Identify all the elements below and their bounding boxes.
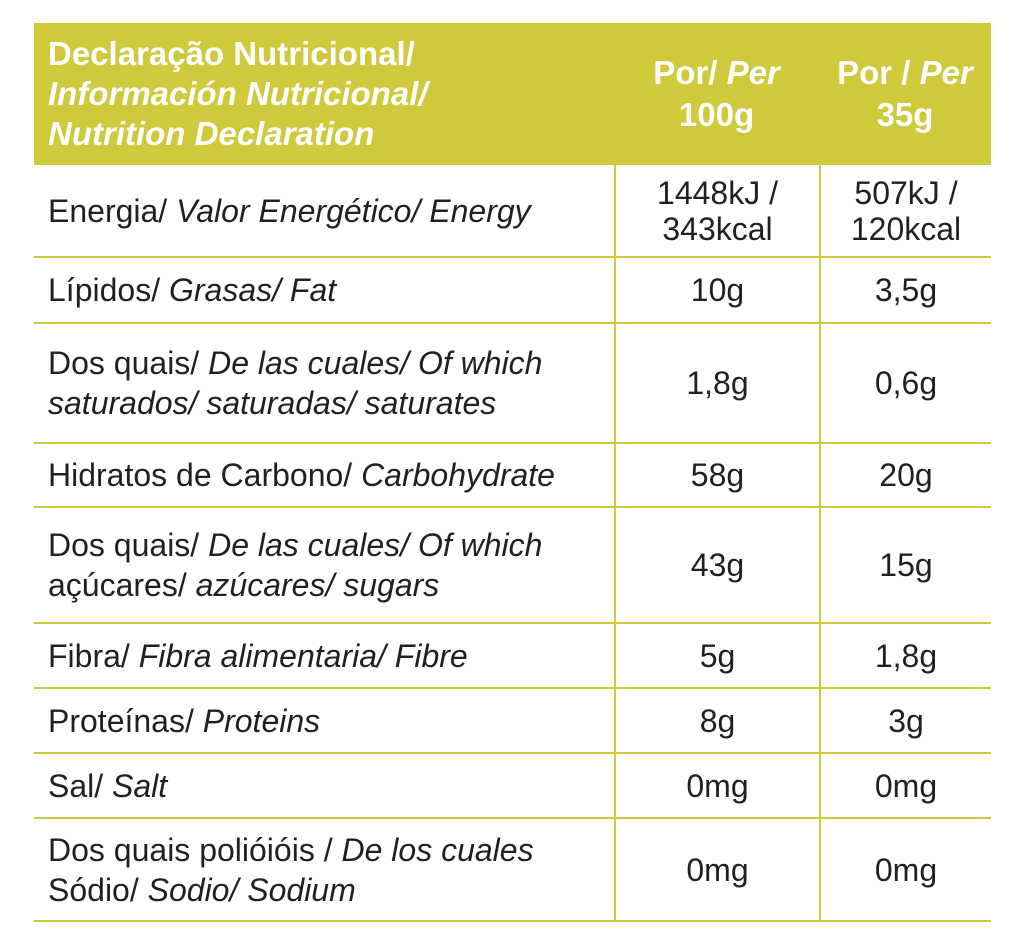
table-row-sugars: Dos quais/ De las cuales/ Of which açúca… xyxy=(34,508,991,624)
header-per-35g-label: Por / Per xyxy=(837,54,973,91)
table-row-carbohydrate: Hidratos de Carbono/ Carbohydrate 58g 20… xyxy=(34,444,991,508)
value-per-100g: 0mg xyxy=(614,754,819,817)
value-per-100g: 10g xyxy=(614,258,819,322)
row-label: Dos quais/ De las cuales/ Of which satur… xyxy=(48,345,543,421)
table-row-energy: Energia/ Valor Energético/ Energy 1448kJ… xyxy=(34,165,991,258)
row-label: Dos quais/ De las cuales/ Of which açúca… xyxy=(48,527,543,603)
row-label: Fibra/ Fibra alimentaria/ Fibre xyxy=(48,637,468,674)
header-per-100g-amount: 100g xyxy=(678,96,755,133)
header-per-100g: Por/ Per 100g xyxy=(614,23,819,165)
row-label: Proteínas/ Proteins xyxy=(48,702,321,739)
row-label: Lípidos/ Grasas/ Fat xyxy=(48,272,337,308)
value-per-35g: 0mg xyxy=(819,754,991,817)
value-per-35g: 1,8g xyxy=(819,624,991,687)
header-title-en: Nutrition Declaration xyxy=(48,115,375,152)
header-title-pt: Declaração Nutricional/ xyxy=(48,35,415,72)
value-per-100g: 58g xyxy=(614,444,819,506)
nutrition-table: Declaração Nutricional/ Información Nutr… xyxy=(34,23,991,922)
table-row-sodium: Dos quais polióióis / De los cuales Sódi… xyxy=(34,819,991,922)
header-title: Declaração Nutricional/ Información Nutr… xyxy=(34,23,614,165)
value-per-35g: 15g xyxy=(819,508,991,622)
table-row-saturates: Dos quais/ De las cuales/ Of which satur… xyxy=(34,324,991,444)
value-per-35g: 3,5g xyxy=(819,258,991,322)
value-per-100g: 8g xyxy=(614,689,819,752)
value-per-100g: 43g xyxy=(614,508,819,622)
value-per-35g: 507kJ / 120kcal xyxy=(819,165,991,256)
table-row-fibre: Fibra/ Fibra alimentaria/ Fibre 5g 1,8g xyxy=(34,624,991,689)
value-per-100g: 1448kJ / 343kcal xyxy=(614,165,819,256)
value-per-100g: 0mg xyxy=(614,819,819,920)
value-per-35g: 0,6g xyxy=(819,324,991,442)
table-header: Declaração Nutricional/ Información Nutr… xyxy=(34,23,991,165)
value-per-35g: 3g xyxy=(819,689,991,752)
header-per-35g-amount: 35g xyxy=(876,96,934,133)
value-per-35g: 20g xyxy=(819,444,991,506)
value-per-35g: 0mg xyxy=(819,819,991,920)
header-title-es: Información Nutricional/ xyxy=(48,75,428,112)
row-label: Dos quais polióióis / De los cuales Sódi… xyxy=(48,831,534,908)
table-row-salt: Sal/ Salt 0mg 0mg xyxy=(34,754,991,819)
value-per-100g: 1,8g xyxy=(614,324,819,442)
header-per-35g: Por / Per 35g xyxy=(819,23,991,165)
row-label: Hidratos de Carbono/ Carbohydrate xyxy=(48,457,555,493)
value-per-100g: 5g xyxy=(614,624,819,687)
table-row-proteins: Proteínas/ Proteins 8g 3g xyxy=(34,689,991,754)
row-label: Sal/ Salt xyxy=(48,767,168,804)
header-per-100g-label: Por/ Per xyxy=(653,54,780,91)
row-label: Energia/ Valor Energético/ Energy xyxy=(48,192,531,229)
table-row-fat: Lípidos/ Grasas/ Fat 10g 3,5g xyxy=(34,258,991,324)
